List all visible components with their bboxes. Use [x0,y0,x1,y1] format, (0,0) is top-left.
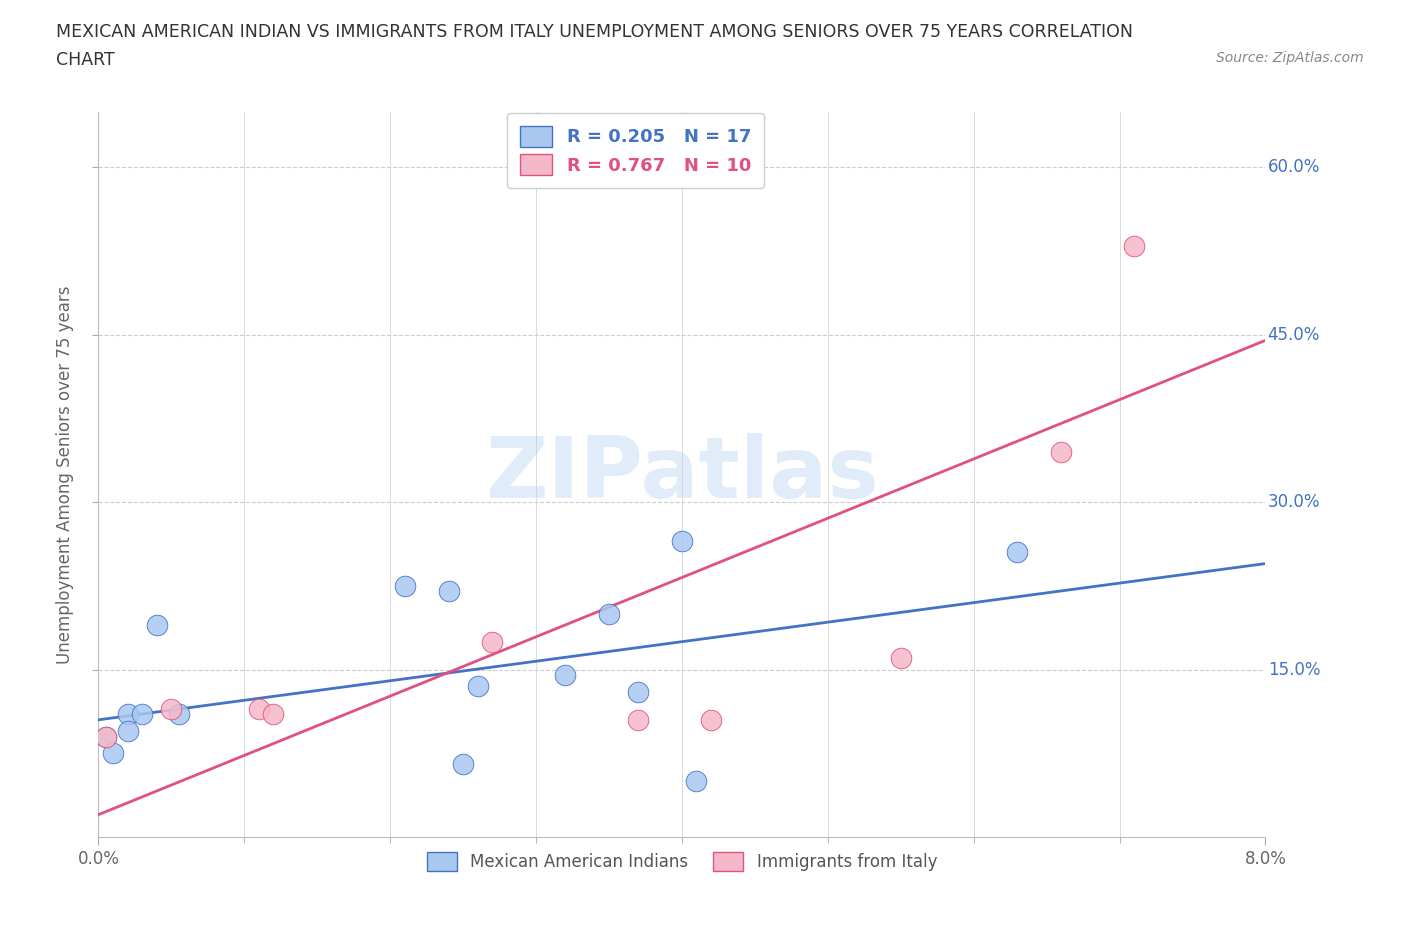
Point [1123,238,1146,253]
Point [1007,545,1029,560]
Point [117,724,139,738]
Point [247,701,270,716]
Text: CHART: CHART [56,51,115,69]
Text: Source: ZipAtlas.com: Source: ZipAtlas.com [1216,51,1364,65]
Point [167,707,190,722]
Point [467,679,489,694]
Point [554,668,576,683]
Point [437,584,460,599]
Point [94,729,117,744]
Point [262,707,284,722]
Point [131,707,153,722]
Text: 45.0%: 45.0% [1268,326,1320,344]
Point [146,618,169,632]
Point [101,746,124,761]
Point [451,757,474,772]
Point [160,701,183,716]
Text: MEXICAN AMERICAN INDIAN VS IMMIGRANTS FROM ITALY UNEMPLOYMENT AMONG SENIORS OVER: MEXICAN AMERICAN INDIAN VS IMMIGRANTS FR… [56,23,1133,41]
Legend: Mexican American Indians, Immigrants from Italy: Mexican American Indians, Immigrants fro… [415,841,949,884]
Point [700,712,723,727]
Point [671,534,693,549]
Y-axis label: Unemployment Among Seniors over 75 years: Unemployment Among Seniors over 75 years [56,286,75,663]
Point [94,729,117,744]
Point [117,707,139,722]
Point [890,651,912,666]
Text: 15.0%: 15.0% [1268,660,1320,679]
Point [394,578,416,593]
Point [598,606,620,621]
Point [481,634,503,649]
Point [1050,445,1073,459]
Point [627,712,650,727]
Text: ZIPatlas: ZIPatlas [485,432,879,516]
Point [685,774,707,789]
Text: 60.0%: 60.0% [1268,158,1320,177]
Point [627,684,650,699]
Text: 30.0%: 30.0% [1268,493,1320,512]
